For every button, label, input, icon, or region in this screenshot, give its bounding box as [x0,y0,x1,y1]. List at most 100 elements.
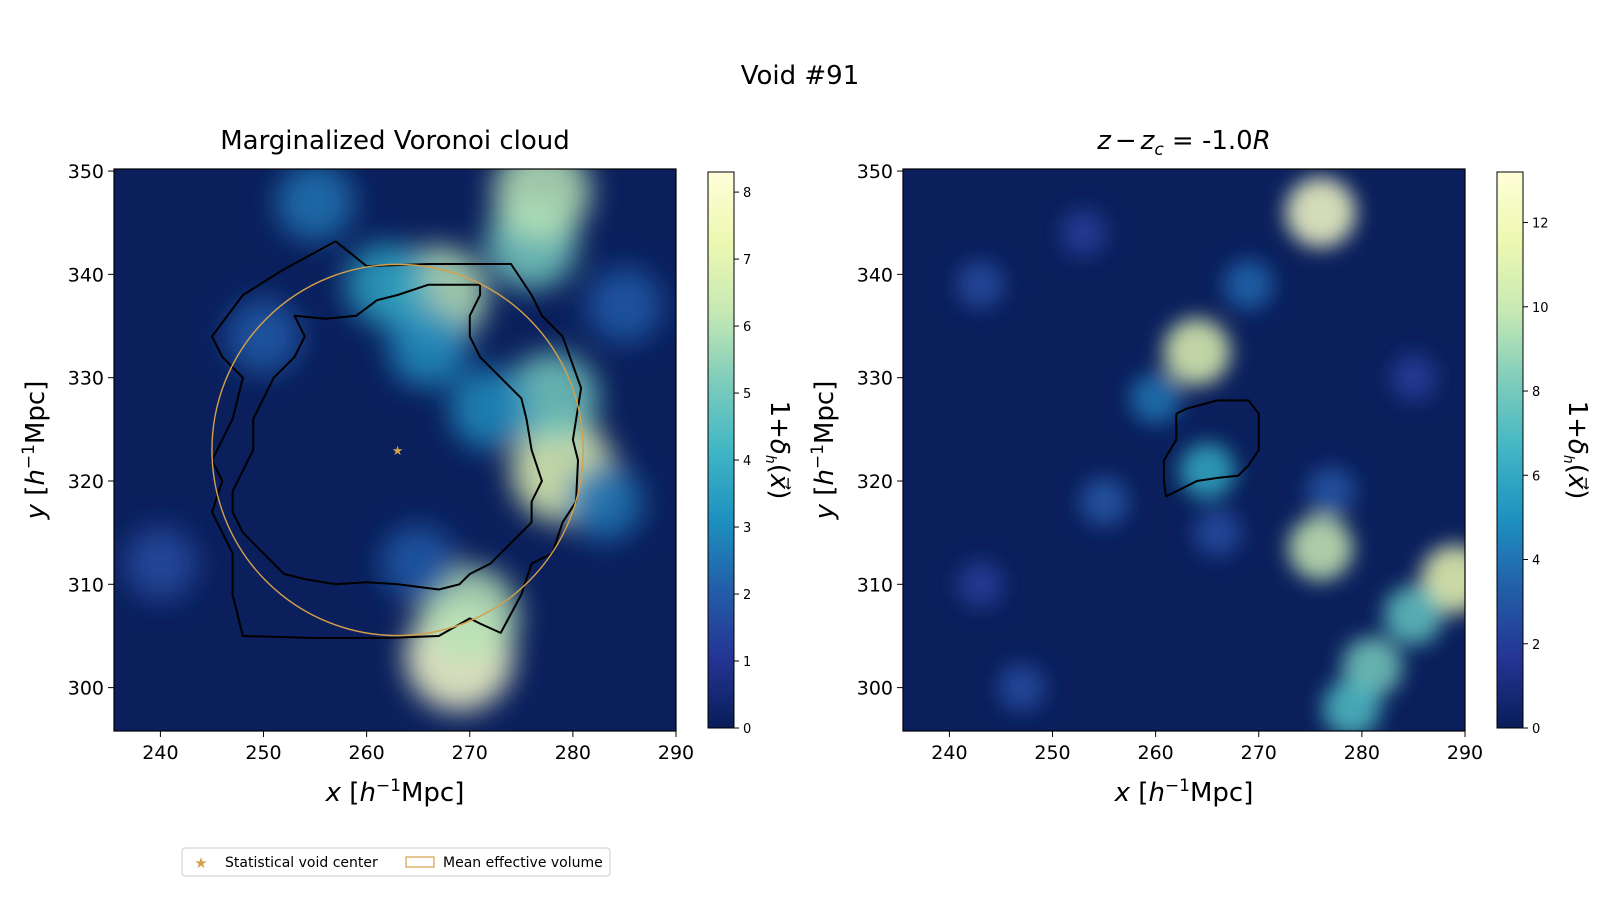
panel-title: z − zc = -1.0R [1096,126,1271,160]
x-axis-ticks: 240 250 260 270 280 290 [142,731,694,764]
heatmap-density [123,169,663,711]
void-contour [1162,399,1260,498]
colorbar-tick-label: 0 [1532,722,1540,737]
density-feature [1383,585,1443,645]
colorbar-tick-label: 2 [1532,638,1540,653]
colorbar-tick-label: 1 [743,655,751,670]
density-feature [997,663,1046,712]
legend-item-label: Mean effective volume [443,855,603,871]
density-feature [1079,477,1129,527]
density-feature [449,368,531,450]
y-tick-label: 340 [68,264,104,286]
density-feature [225,298,302,375]
y-axis-label: y [h−1Mpc] [19,381,51,521]
y-tick-label: 310 [68,574,104,596]
y-tick-label: 340 [857,264,893,286]
void-center-star: ★ [392,444,404,459]
density-feature [1288,515,1353,581]
y-axis-ticks: 300 310 320 330 340 350 [857,161,903,700]
density-feature [1193,508,1242,557]
density-feature [1390,354,1437,401]
x-axis-label: x [h−1Mpc] [325,776,465,808]
panel-voronoi: Marginalized Voronoi cloud ★ 2 4 0 250 260 27… [19,126,794,808]
density-feature [1179,442,1236,499]
density-feature [1285,177,1356,248]
colorbar-ticks: 0 2 4 6 8 10 12 [1523,217,1549,737]
colorbar [707,171,735,729]
legend: ★ Statistical void center Mean effective… [181,847,611,877]
density-feature [420,566,519,665]
y-tick-label: 330 [68,368,104,390]
colorbar-tick-label: 8 [743,186,751,201]
colorbar-label: 1+δh(x⃗) [1560,401,1592,500]
heatmap-density [956,177,1465,731]
x-tick-label: 250 [245,742,281,764]
density-feature [957,561,1004,608]
legend-star-marker: ★ [194,854,207,872]
legend-rect-marker [405,856,435,868]
heatmap-overlays: ★ [211,240,584,639]
density-feature [1223,259,1274,310]
plot-frame [902,168,1466,732]
x-tick-label: 280 [1344,742,1380,764]
colorbar-tick-label: 2 [743,588,751,603]
x-axis-ticks: 240 250 260 270 280 290 [931,731,1483,764]
x-tick-label: 280 [555,742,591,764]
colorbar-tick-label: 12 [1532,217,1549,232]
y-axis-label: y [h−1Mpc] [808,381,840,521]
y-tick-label: 310 [857,574,893,596]
x-tick-label: 260 [349,742,385,764]
x-tick-label: 290 [658,742,694,764]
density-feature [123,527,198,601]
density-feature [388,306,470,388]
density-feature [1060,209,1107,257]
heatmap-overlays [1162,399,1260,498]
x-tick-label: 260 [1138,742,1174,764]
mean-effective-volume-circle [211,263,584,637]
y-tick-label: 300 [857,678,893,700]
colorbar-tick-label: 6 [1532,469,1540,484]
colorbar-tick-label: 5 [743,387,751,402]
density-feature [1306,466,1356,516]
void-contour [211,240,583,639]
y-tick-label: 300 [68,678,104,700]
colorbar-tick-label: 10 [1532,301,1549,316]
x-tick-label: 290 [1447,742,1483,764]
y-tick-label: 350 [857,161,893,183]
density-feature [380,525,456,602]
colorbar-tick-label: 8 [1532,385,1540,400]
y-tick-label: 320 [68,471,104,493]
colorbar-tick-label: 0 [743,722,751,737]
colorbar-ticks: 0 1 2 3 4 5 6 7 8 [734,186,751,737]
legend-item-label: Statistical void center [225,855,378,871]
colorbar-label: 1+δh(x⃗) [762,401,794,500]
density-feature [1130,372,1182,424]
x-tick-label: 250 [1034,742,1070,764]
y-tick-label: 320 [857,471,893,493]
density-feature [1322,679,1381,731]
panel-slice: z − zc = -1.0R 240 250 260 270 280 290 30031032… [808,126,1592,808]
colorbar-tick-label: 3 [743,521,751,536]
colorbar-tick-label: 6 [743,320,751,335]
void-contour [231,283,543,591]
y-tick-label: 330 [857,368,893,390]
x-tick-label: 240 [931,742,967,764]
density-feature [275,169,355,242]
density-feature [956,260,1005,309]
plot-frame [113,168,677,732]
colorbar [1496,171,1524,729]
density-feature [564,462,643,541]
colorbar-tick-label: 4 [1532,554,1540,569]
y-tick-label: 350 [68,161,104,183]
density-feature [586,267,663,344]
x-tick-label: 270 [452,742,488,764]
x-axis-label: x [h−1Mpc] [1114,776,1254,808]
colorbar-tick-label: 4 [743,454,751,469]
density-feature [493,169,591,241]
y-axis-ticks: 300 310 320 330 340 350 [68,161,114,700]
colorbar-tick-label: 7 [743,253,751,268]
density-feature [1163,318,1231,386]
x-tick-label: 270 [1241,742,1277,764]
panel-title: Marginalized Voronoi cloud [220,126,570,156]
